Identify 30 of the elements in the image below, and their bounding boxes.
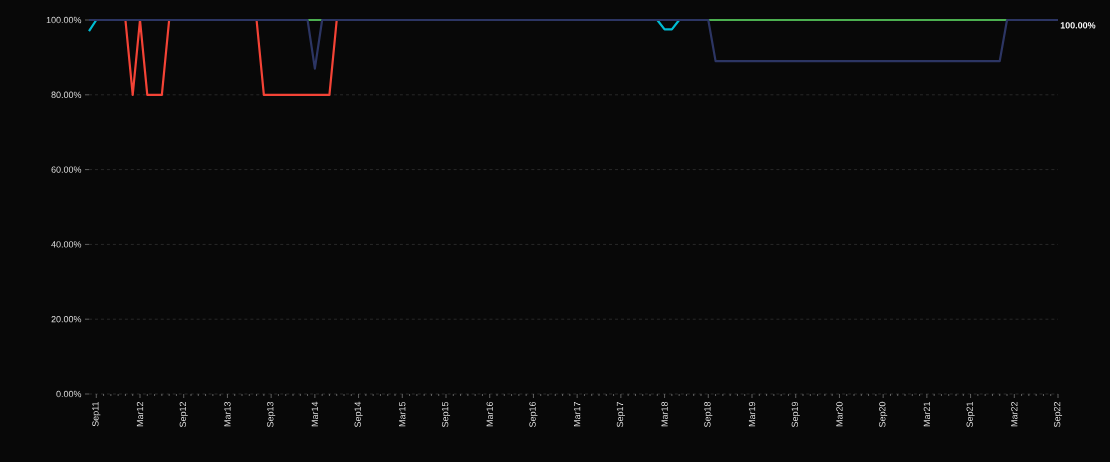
x-tick-label: Mar12	[136, 401, 144, 427]
x-tick-label: Sep13	[267, 401, 276, 428]
x-tick-label: Mar21	[923, 401, 931, 427]
x-tick-label: Sep18	[704, 401, 713, 428]
x-tick-label: Mar15	[399, 401, 406, 427]
x-tick-label: Mar19	[748, 401, 756, 427]
x-tick-label: Sep14	[354, 401, 363, 428]
y-tick-label: 40.00%	[51, 241, 82, 248]
x-tick-label: Sep12	[179, 401, 188, 428]
x-tick-label: Mar17	[574, 401, 581, 427]
y-tick-label: 0.00%	[56, 390, 82, 398]
x-tick-label: Sep15	[441, 401, 451, 428]
x-tick-label: Mar18	[661, 401, 668, 427]
x-tick-label: Sep21	[966, 401, 975, 428]
x-tick-label: Sep16	[529, 401, 538, 428]
x-tick-label: Sep20	[879, 401, 888, 428]
y-tick-label: 20.00%	[51, 316, 82, 323]
y-tick-label: 80.00%	[51, 91, 82, 98]
x-tick-label: Sep19	[791, 401, 800, 428]
x-tick-label: Sep22	[1053, 401, 1063, 428]
y-tick-label: 60.00%	[51, 166, 82, 173]
x-tick-label: Mar22	[1011, 401, 1018, 427]
y-tick-label: 100.00%	[46, 16, 82, 24]
x-tick-label: Sep17	[616, 401, 625, 428]
x-tick-label: Sep11	[92, 401, 101, 427]
annotation: 100.00%	[1060, 22, 1096, 29]
x-tick-label: Mar14	[311, 401, 318, 427]
x-tick-label: Mar16	[486, 401, 493, 427]
x-tick-label: Mar13	[224, 401, 231, 427]
x-tick-label: Mar20	[836, 401, 843, 427]
